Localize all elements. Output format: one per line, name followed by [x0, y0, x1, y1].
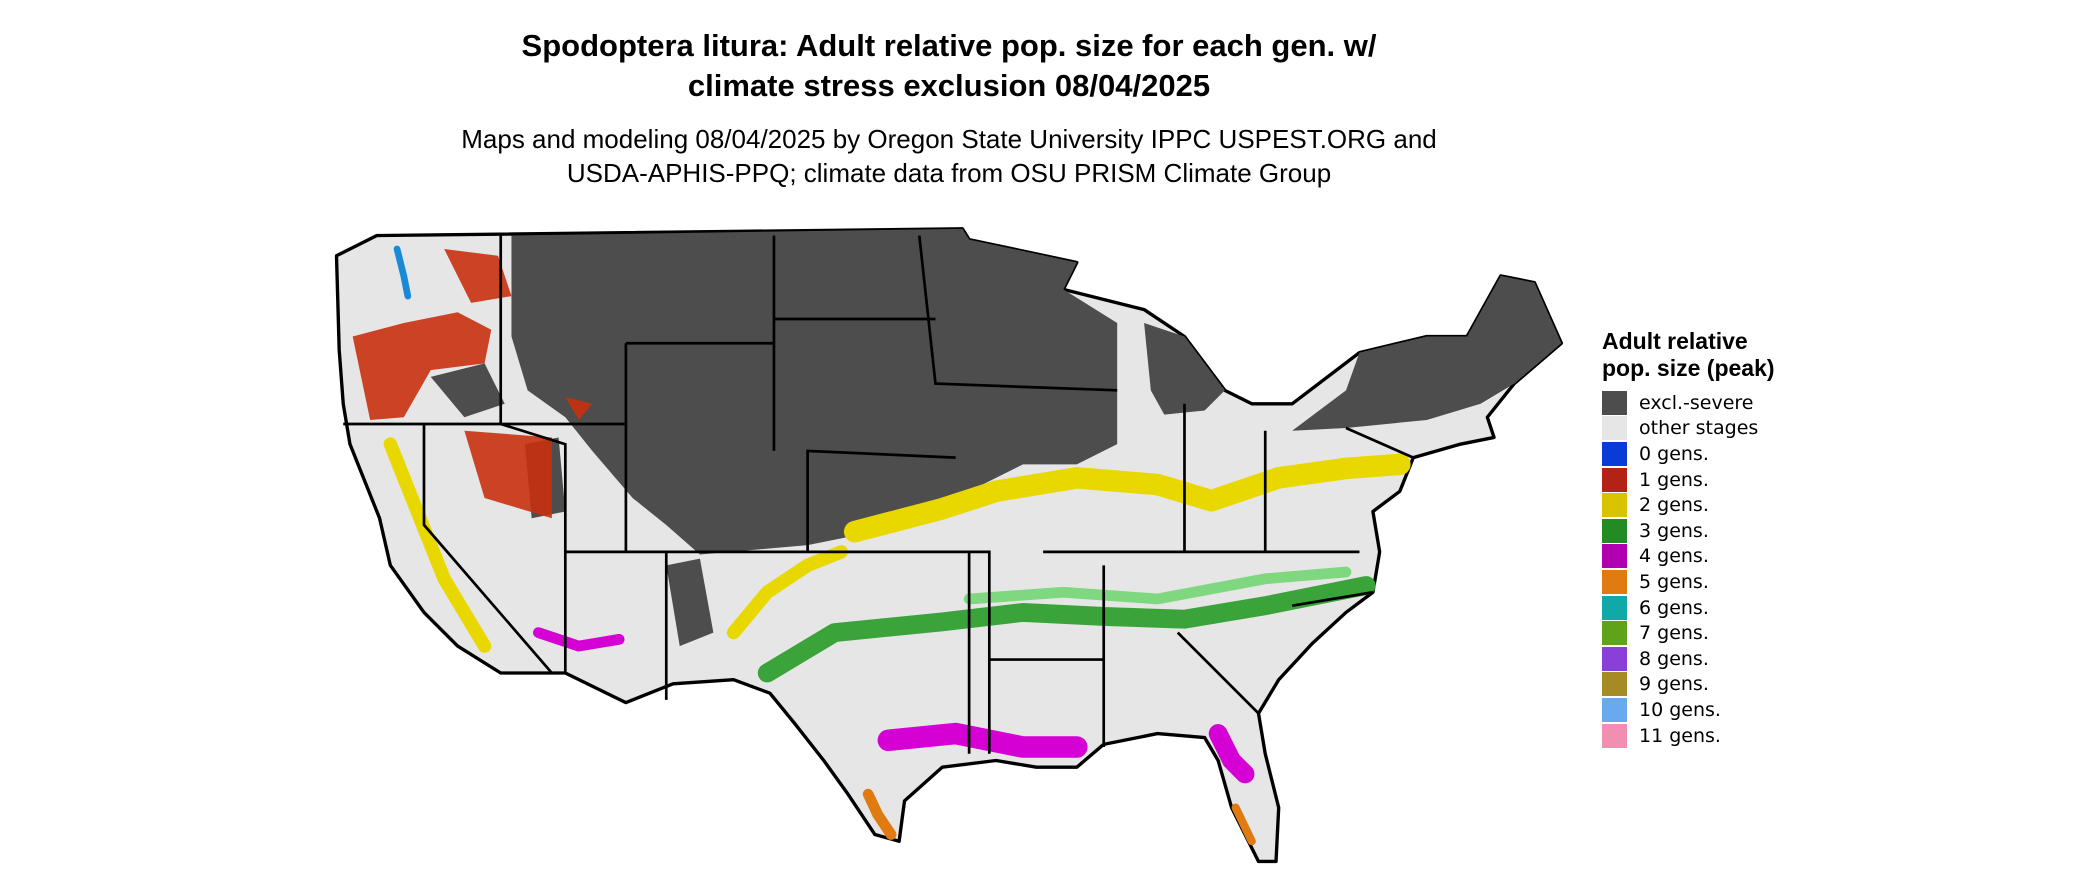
- legend-title: Adult relative pop. size (peak): [1602, 328, 1775, 381]
- exclusion-west: [430, 363, 714, 647]
- legend-swatch: [1602, 697, 1627, 722]
- legend-swatch: [1602, 595, 1627, 620]
- map-subtitle: Maps and modeling 08/04/2025 by Oregon S…: [461, 124, 1437, 188]
- legend-label: 5 gens.: [1639, 570, 1709, 593]
- legend-label: 7 gens.: [1639, 622, 1709, 645]
- legend-swatch: [1602, 646, 1627, 671]
- legend-swatch: [1602, 672, 1627, 697]
- legend-item: 6 gens.: [1602, 595, 1822, 621]
- band-5-gen: [862, 788, 897, 840]
- legend-swatch: [1602, 441, 1627, 466]
- legend-item: 9 gens.: [1602, 672, 1822, 698]
- us-map: [334, 227, 1564, 864]
- legend-item: 2 gens.: [1602, 492, 1822, 518]
- map-title: Spodoptera litura: Adult relative pop. s…: [521, 28, 1377, 103]
- legend-item: 1 gens.: [1602, 467, 1822, 493]
- legend-item: 4 gens.: [1602, 544, 1822, 570]
- legend-item: 11 gens.: [1602, 723, 1822, 749]
- legend-label: 2 gens.: [1639, 494, 1709, 517]
- legend-swatch: [1602, 467, 1627, 492]
- legend-item: excl.-severe: [1602, 390, 1822, 416]
- band-1-gen: [352, 249, 593, 519]
- band-4-gen-az: [533, 627, 625, 652]
- legend: Adult relative pop. size (peak) excl.-se…: [1602, 328, 1822, 748]
- legend-swatch: [1602, 518, 1627, 543]
- legend-label: 4 gens.: [1639, 545, 1709, 568]
- band-2-gen-nm: [726, 545, 848, 640]
- band-0-gen: [393, 245, 412, 300]
- band-2-gen: [843, 453, 1411, 543]
- band-3-gen-light: [963, 566, 1352, 605]
- legend-label: other stages: [1639, 417, 1759, 440]
- legend-swatch: [1602, 621, 1627, 646]
- legend-item: 0 gens.: [1602, 441, 1822, 467]
- legend-swatch: [1602, 416, 1627, 441]
- band-5-gen-fl: [1231, 803, 1256, 846]
- legend-label: 6 gens.: [1639, 596, 1709, 619]
- exclusion-northeast: [1292, 275, 1562, 431]
- legend-label: 3 gens.: [1639, 519, 1709, 542]
- legend-label: 8 gens.: [1639, 647, 1709, 670]
- legend-item: 5 gens.: [1602, 569, 1822, 595]
- legend-item: 3 gens.: [1602, 518, 1822, 544]
- legend-swatch: [1602, 390, 1627, 415]
- band-2-gen-west: [383, 437, 492, 653]
- legend-label: 10 gens.: [1639, 698, 1721, 721]
- legend-label: 1 gens.: [1639, 468, 1709, 491]
- legend-swatch: [1602, 723, 1627, 748]
- legend-label: 9 gens.: [1639, 673, 1709, 696]
- legend-item: 8 gens.: [1602, 646, 1822, 672]
- legend-swatch: [1602, 569, 1627, 594]
- legend-label: excl.-severe: [1639, 391, 1754, 414]
- band-4-gen-fl: [1208, 724, 1255, 784]
- legend-item: 10 gens.: [1602, 697, 1822, 723]
- legend-label: 11 gens.: [1639, 724, 1721, 747]
- state-borders: [343, 235, 1414, 754]
- exclusion-north: [511, 228, 1118, 555]
- legend-swatch: [1602, 493, 1627, 518]
- legend-item: other stages: [1602, 416, 1822, 442]
- exclusion-michigan: [1144, 323, 1225, 415]
- legend-items: excl.-severe other stages 0 gens. 1 gens. 2 …: [1602, 390, 1822, 748]
- legend-swatch: [1602, 544, 1627, 569]
- legend-label: 0 gens.: [1639, 442, 1709, 465]
- legend-item: 7 gens.: [1602, 620, 1822, 646]
